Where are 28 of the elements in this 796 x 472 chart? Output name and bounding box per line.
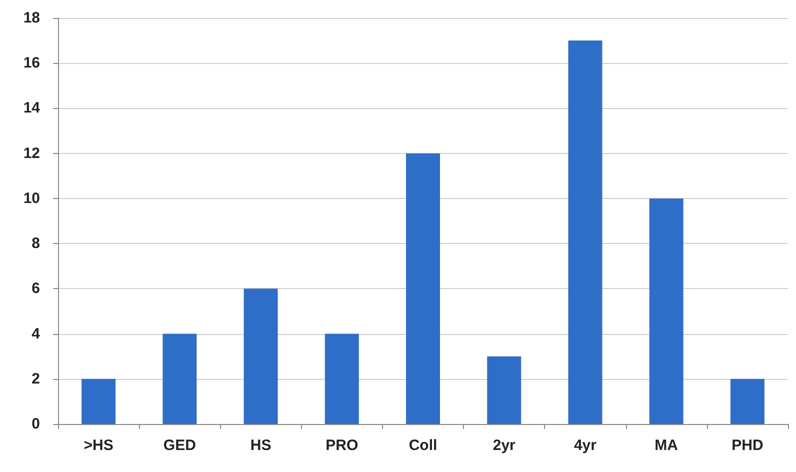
x-tick-label: PRO xyxy=(326,437,358,454)
y-tick-label: 10 xyxy=(23,190,40,207)
y-tick-label: 16 xyxy=(23,54,40,72)
y-tick-label: 14 xyxy=(23,100,41,117)
y-tick-label: 0 xyxy=(32,416,40,432)
bar xyxy=(324,334,359,424)
y-tick-label: 2 xyxy=(32,370,40,388)
y-tick-label: 4 xyxy=(32,325,41,342)
bar xyxy=(244,288,278,424)
x-tick-label: PHD xyxy=(732,437,764,454)
x-tick-label: 4yr xyxy=(574,437,597,454)
y-tick-label: 8 xyxy=(32,235,40,252)
x-tick-label: GED xyxy=(163,437,196,454)
x-tick-label: >HS xyxy=(84,437,114,454)
y-tick-label: 6 xyxy=(32,280,40,298)
bar xyxy=(162,334,197,424)
bar xyxy=(406,153,440,424)
bar xyxy=(82,378,116,424)
x-tick-label: Coll xyxy=(408,437,438,454)
bar xyxy=(487,356,522,424)
y-tick-label: 18 xyxy=(23,10,40,26)
bar xyxy=(649,198,684,424)
bar xyxy=(730,378,764,424)
x-tick-label: HS xyxy=(250,437,272,454)
x-tick-label: 2yr xyxy=(492,437,516,454)
bar xyxy=(568,40,602,424)
x-tick-label: MA xyxy=(654,437,678,454)
y-tick-label: 12 xyxy=(23,144,40,162)
